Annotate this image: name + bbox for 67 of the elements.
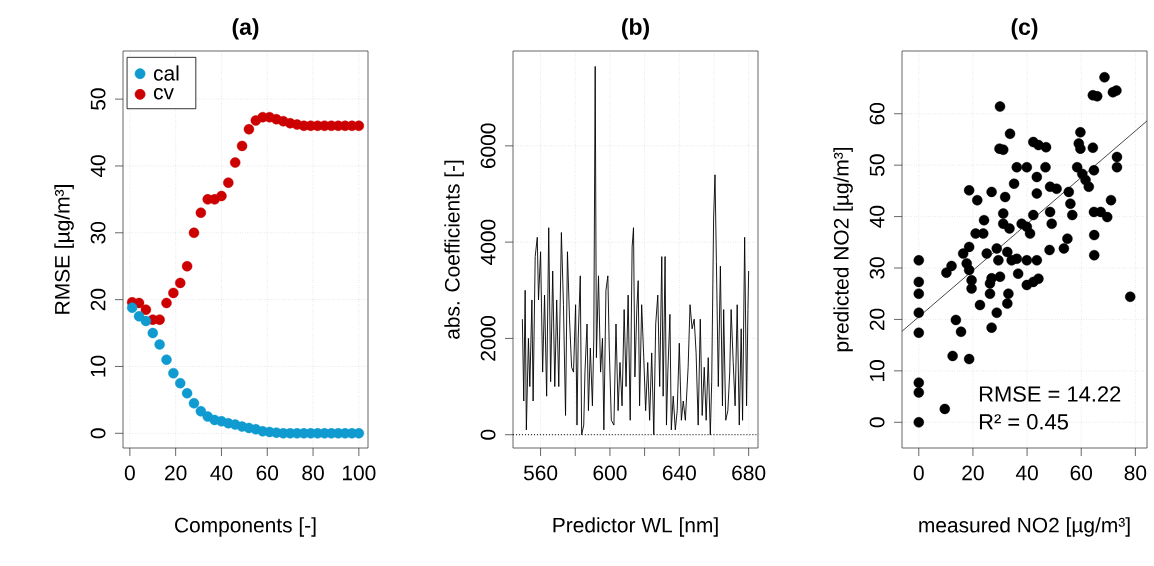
chart-title: (a) [232, 18, 259, 40]
x-tick-label: 80 [302, 465, 324, 481]
chart-title: (b) [622, 18, 649, 40]
legend-label: cv [153, 87, 174, 100]
point [126, 302, 138, 313]
point [147, 327, 158, 339]
point [161, 354, 172, 365]
y-axis-title: predicted NO2 [µg/m³] [833, 147, 853, 352]
y-axis-title: abs. Coefficients [-] [444, 160, 464, 339]
y-tick-label: 60 [869, 102, 885, 125]
point [133, 311, 145, 322]
point [188, 227, 200, 238]
x-tick-label: 40 [1015, 465, 1038, 481]
x-tick-label: 20 [165, 465, 187, 481]
point [140, 315, 152, 327]
x-tick-label: 600 [593, 465, 627, 481]
y-tick-label: 40 [869, 205, 885, 228]
x-tick-label: 40 [210, 465, 233, 481]
x-tick-label: 560 [523, 465, 558, 481]
x-tick-label: 680 [732, 465, 766, 481]
y-tick-label: 10 [90, 355, 106, 377]
y-tick-label: 0 [869, 417, 885, 428]
y-tick-label: 20 [869, 308, 885, 331]
y-tick-label: 50 [90, 88, 106, 110]
point [195, 207, 207, 218]
legend-label: cal [153, 65, 179, 81]
y-tick-label: 30 [869, 257, 885, 279]
y-tick-label: 4000 [480, 219, 496, 265]
x-tick-label: 20 [962, 465, 984, 481]
point [168, 367, 179, 379]
chart-title: (c) [1011, 18, 1038, 40]
x-axis-title: Components [-] [175, 517, 316, 537]
y-tick-label: 0 [90, 428, 106, 439]
y-tick-label: 0 [480, 429, 496, 440]
x-axis-title: measured NO2 [µg/m³] [919, 517, 1130, 537]
y-tick-label: 30 [90, 221, 106, 244]
point [223, 177, 234, 188]
point [140, 304, 152, 315]
point [168, 287, 179, 299]
y-tick-label: 10 [869, 360, 885, 381]
y-tick-label: 50 [869, 154, 885, 176]
y-axis-title: RMSE [µg/m³] [54, 185, 74, 314]
point [188, 398, 200, 409]
annotation: R² = 0.45 [979, 414, 1068, 430]
point [175, 277, 186, 289]
point [236, 140, 248, 152]
x-tick-label: 60 [1070, 465, 1093, 481]
x-tick-label: 640 [662, 465, 696, 481]
point [243, 124, 255, 135]
x-tick-label: 0 [913, 465, 924, 481]
point [154, 339, 165, 350]
y-tick-label: 6000 [480, 123, 496, 169]
y-tick-label: 2000 [480, 315, 496, 361]
y-tick-label: 40 [90, 155, 106, 178]
x-axis-title: Predictor WL [nm] [553, 517, 718, 537]
x-tick-label: 60 [256, 465, 279, 481]
y-tick-label: 20 [90, 288, 106, 311]
point [216, 190, 227, 202]
point [175, 377, 186, 389]
x-tick-label: 100 [342, 465, 376, 481]
point [181, 261, 193, 272]
x-tick-label: 0 [124, 465, 135, 481]
point [161, 297, 172, 309]
annotation: RMSE = 14.22 [979, 386, 1121, 402]
point [230, 157, 241, 168]
point [181, 388, 193, 399]
x-tick-label: 80 [1124, 465, 1147, 481]
